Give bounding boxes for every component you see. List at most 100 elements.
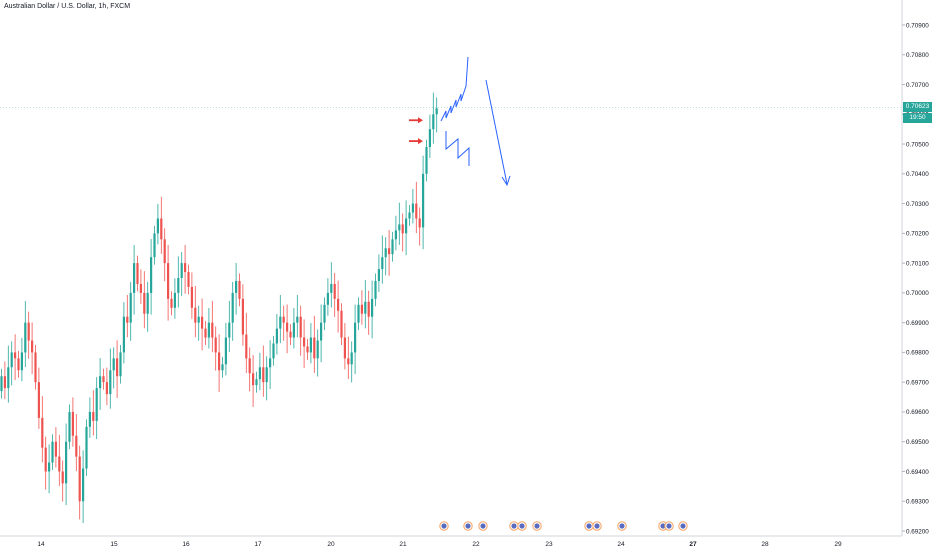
candle	[109, 348, 112, 409]
candle	[401, 213, 404, 252]
candle-body	[245, 334, 248, 359]
candle-body	[340, 310, 343, 338]
candle	[99, 358, 102, 410]
candle-body	[24, 322, 27, 353]
candle-body	[299, 316, 302, 338]
candle-body	[269, 358, 272, 368]
candle	[340, 303, 343, 345]
candle-body	[194, 307, 197, 323]
candle-body	[394, 230, 397, 240]
candle-body	[14, 352, 17, 359]
candle-body	[85, 426, 88, 469]
candle	[286, 304, 289, 354]
event-icon	[509, 521, 519, 531]
candle-body	[231, 292, 234, 323]
candle	[323, 297, 326, 331]
candle	[211, 300, 214, 353]
event-icon	[678, 521, 688, 531]
x-tick-label: 23	[545, 541, 553, 548]
candle	[316, 329, 319, 377]
candle	[269, 340, 272, 390]
candle-body	[282, 316, 285, 323]
candle	[156, 203, 159, 245]
candle-body	[109, 370, 112, 395]
candle-body	[252, 373, 255, 386]
y-tick-label: 0.69500	[906, 439, 929, 446]
candle-body	[180, 263, 183, 278]
candle	[303, 319, 306, 369]
candle	[415, 181, 418, 234]
candle-body	[190, 286, 193, 308]
candle	[95, 377, 98, 440]
candle	[292, 308, 295, 349]
candle-body	[347, 358, 350, 365]
candle-body	[333, 283, 336, 299]
candle-body	[435, 108, 438, 115]
x-tick-label: 17	[254, 541, 262, 548]
candle-body	[44, 447, 47, 472]
candle-body	[129, 292, 132, 323]
candle-body	[78, 456, 81, 502]
candle	[133, 244, 136, 315]
y-tick-label: 0.69700	[906, 379, 929, 386]
candle-body	[371, 298, 374, 317]
bar-countdown-tag: 19:50	[903, 113, 932, 123]
candle	[201, 298, 204, 351]
candle-body	[65, 441, 68, 484]
candle	[282, 305, 285, 341]
x-tick-label: 24	[617, 541, 625, 548]
candle-body	[160, 218, 163, 240]
candle	[405, 200, 408, 256]
candle	[354, 304, 357, 375]
candle-body	[241, 298, 244, 335]
candle	[360, 290, 363, 325]
y-tick-label: 0.70500	[906, 141, 929, 148]
candle	[126, 294, 129, 338]
candle	[364, 280, 367, 329]
chart-title: Australian Dollar / U.S. Dollar, 1h, FXC…	[4, 3, 131, 10]
candle	[299, 305, 302, 356]
candle	[31, 322, 34, 375]
candle	[221, 356, 224, 378]
candle-body	[112, 358, 115, 371]
candle	[75, 414, 78, 472]
candle	[139, 269, 142, 304]
projection-arrow-head	[501, 175, 511, 187]
candle	[265, 356, 268, 401]
candle	[163, 228, 166, 282]
candle-body	[286, 322, 289, 332]
candle	[184, 244, 187, 294]
candle-body	[116, 358, 119, 377]
candle-body	[88, 411, 91, 427]
projection-down-zigzag	[445, 131, 470, 166]
candle-body	[139, 283, 142, 293]
x-tick-label: 16	[182, 541, 190, 548]
candle	[65, 423, 68, 506]
candle-body	[61, 471, 64, 484]
candle	[34, 344, 37, 390]
candle-body	[136, 263, 139, 284]
candle-body	[248, 358, 251, 374]
candle	[326, 278, 329, 316]
candle	[102, 368, 105, 390]
candle	[330, 262, 333, 308]
candle-body	[354, 322, 357, 353]
candle	[129, 281, 132, 341]
candle-body	[0, 376, 3, 392]
candle	[17, 350, 20, 378]
event-icon-flag	[480, 523, 486, 529]
candle-body	[71, 411, 74, 436]
candle	[41, 396, 44, 463]
candle-body	[207, 322, 210, 338]
candle-body	[323, 304, 326, 323]
candle-body	[425, 147, 428, 174]
candle	[262, 345, 265, 397]
candle	[48, 444, 51, 494]
candle	[425, 139, 428, 182]
candle-body	[41, 417, 44, 448]
candle-body	[170, 298, 173, 308]
candle	[78, 445, 81, 520]
candle	[85, 419, 88, 476]
